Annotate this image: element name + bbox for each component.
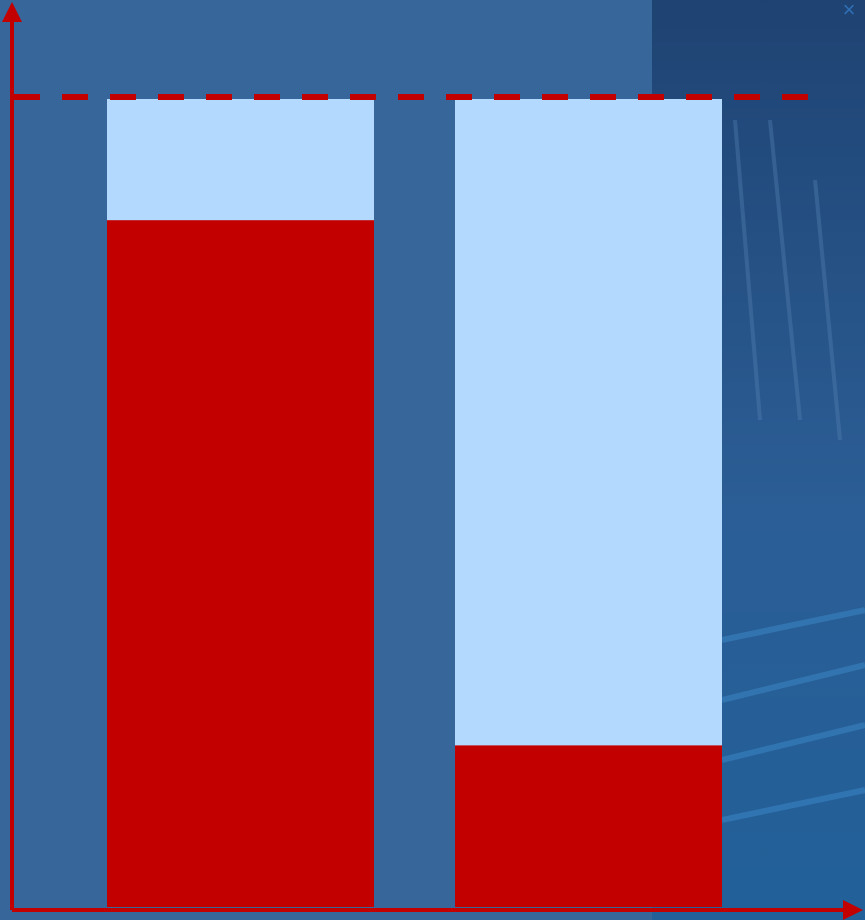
bar-1: [107, 220, 374, 907]
y-axis-arrow-icon: [2, 2, 22, 22]
close-icon[interactable]: ×: [842, 0, 856, 22]
x-axis-arrow-icon: [843, 900, 863, 920]
bar-2: [455, 745, 722, 907]
